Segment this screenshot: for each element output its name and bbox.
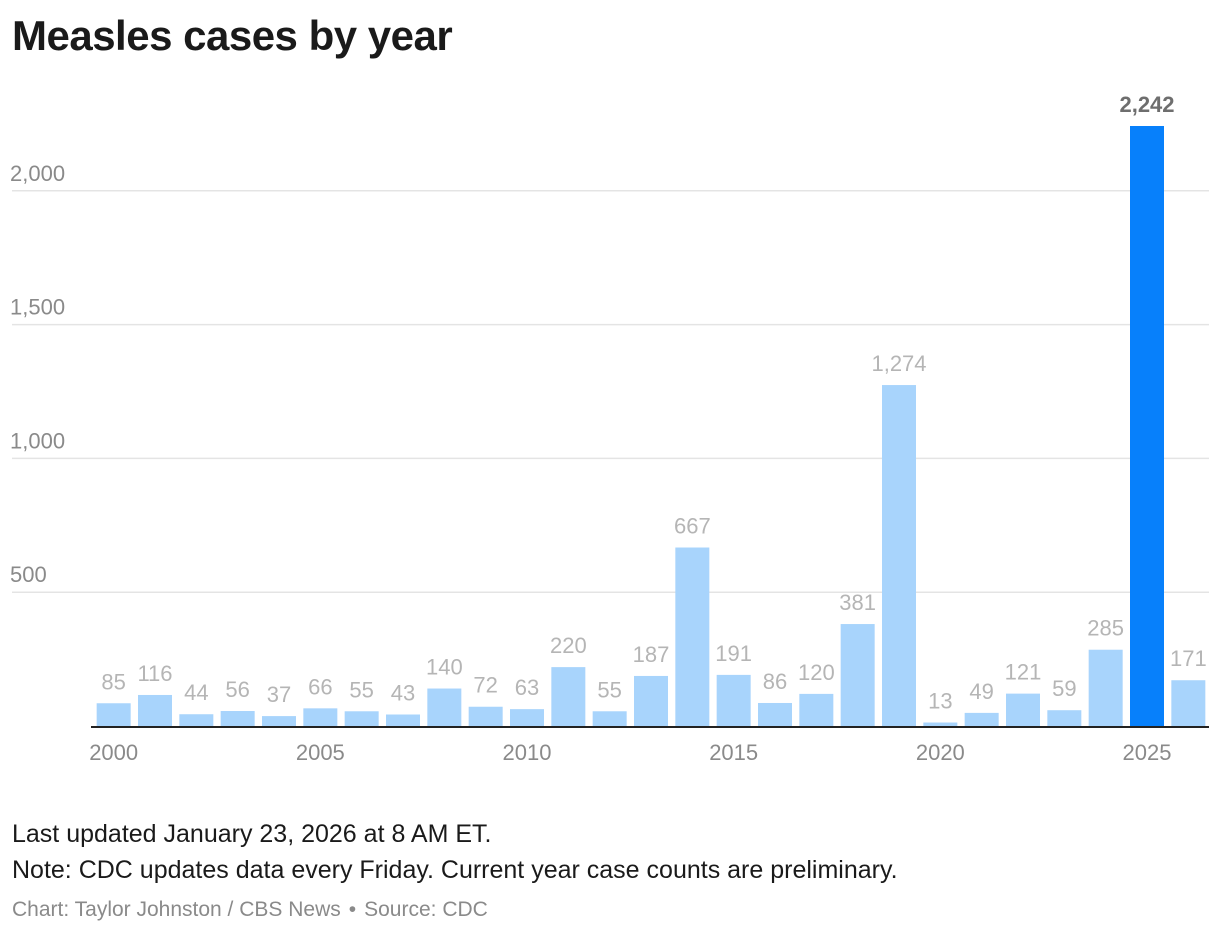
bar-2026 <box>1171 680 1206 726</box>
data-label-2010: 63 <box>515 675 539 700</box>
credit-line: Chart: Taylor Johnston / CBS News • Source… <box>12 898 488 922</box>
bar-2001 <box>138 694 172 726</box>
chart-notes: Last updated January 23, 2026 at 8 AM ET… <box>12 816 898 888</box>
y-tick-label: 1,000 <box>10 428 65 453</box>
chart-credit: Chart: Taylor Johnston / CBS News <box>12 898 341 921</box>
data-label-2026: 171 <box>1170 646 1207 671</box>
bar-2010 <box>510 709 544 726</box>
data-label-2008: 140 <box>426 655 463 680</box>
note-text: Note: CDC updates data every Friday. Cur… <box>12 856 898 884</box>
source-credit: Source: CDC <box>364 898 488 921</box>
data-label-2001: 116 <box>137 661 172 686</box>
bar-2016 <box>758 702 792 726</box>
bar-chart: 500 1,000 1,500 2,000 85 116 44 56 37 66 55 43 140 7… <box>10 92 1209 765</box>
bar-2022 <box>1006 693 1040 726</box>
data-label-2000: 85 <box>101 669 125 694</box>
x-tick-label: 2025 <box>1123 740 1172 765</box>
bar-2019 <box>882 385 916 726</box>
bar-2017 <box>799 693 834 726</box>
x-tick-label: 2000 <box>89 740 138 765</box>
data-label-2019: 1,274 <box>871 351 926 376</box>
bar-2007 <box>386 714 420 726</box>
data-label-2013: 187 <box>633 642 670 667</box>
data-labels: 85 116 44 56 37 66 55 43 140 72 63 220 55 187 667 191 86… <box>101 92 1206 714</box>
data-label-2005: 66 <box>308 674 332 699</box>
bars <box>96 126 1206 726</box>
bar-2024 <box>1088 649 1123 726</box>
x-tick-label: 2020 <box>916 740 965 765</box>
bar-2008 <box>427 688 462 726</box>
data-label-2014: 667 <box>674 513 711 538</box>
data-label-2007: 43 <box>391 680 415 705</box>
y-tick-label: 2,000 <box>10 161 65 186</box>
bar-2021 <box>964 712 999 726</box>
data-label-2015: 191 <box>715 641 752 666</box>
bar-2002 <box>179 714 214 726</box>
bar-2000 <box>96 703 131 726</box>
data-label-2023: 59 <box>1052 676 1076 701</box>
y-tick-label: 500 <box>10 562 47 587</box>
data-label-2017: 120 <box>798 660 835 685</box>
bar-2025 <box>1130 126 1164 726</box>
y-tick-label: 1,500 <box>10 295 65 320</box>
x-tick-label: 2010 <box>503 740 552 765</box>
x-tick-label: 2015 <box>709 740 758 765</box>
bar-2011 <box>551 667 586 726</box>
bar-2018 <box>840 624 875 726</box>
bar-2013 <box>634 675 668 726</box>
credit-separator: • <box>348 898 357 921</box>
data-label-2009: 72 <box>473 673 497 698</box>
bar-2005 <box>303 708 338 726</box>
data-label-2025: 2,242 <box>1119 92 1174 117</box>
data-label-2002: 44 <box>184 680 208 705</box>
data-label-2004: 37 <box>267 682 291 707</box>
bar-2009 <box>468 706 503 726</box>
data-label-2006: 55 <box>349 677 373 702</box>
grid-lines <box>12 190 1209 593</box>
data-label-2011: 220 <box>550 633 587 658</box>
chart-title: Measles cases by year <box>12 12 453 59</box>
last-updated-text: Last updated January 23, 2026 at 8 AM ET… <box>12 820 492 848</box>
data-label-2020: 13 <box>928 689 952 714</box>
bar-2015 <box>716 674 751 726</box>
y-axis-labels: 500 1,000 1,500 2,000 <box>10 161 65 587</box>
x-axis-labels: 2000 2005 2010 2015 2020 2025 <box>89 740 1171 765</box>
x-tick-label: 2005 <box>296 740 345 765</box>
bar-2012 <box>592 711 627 726</box>
data-label-2018: 381 <box>839 590 876 615</box>
data-label-2024: 285 <box>1087 616 1124 641</box>
bar-2020 <box>923 722 958 726</box>
bar-2003 <box>220 711 255 726</box>
bar-2006 <box>344 711 379 726</box>
data-label-2012: 55 <box>597 677 621 702</box>
data-label-2021: 49 <box>969 679 993 704</box>
data-label-2016: 86 <box>763 669 787 694</box>
data-label-2003: 56 <box>225 677 249 702</box>
bar-2004 <box>262 716 296 726</box>
data-label-2022: 121 <box>1005 660 1042 685</box>
bar-2014 <box>675 547 710 726</box>
bar-2023 <box>1047 710 1082 726</box>
